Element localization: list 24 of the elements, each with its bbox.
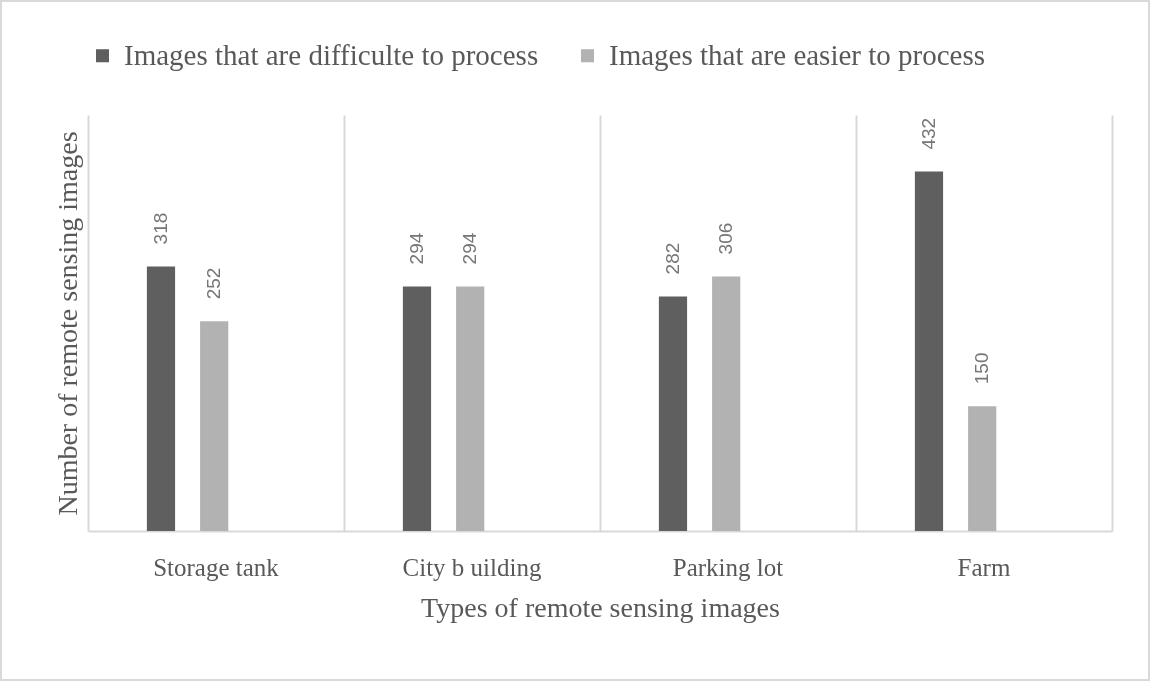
data-label: 150	[971, 352, 993, 385]
bar	[914, 171, 944, 531]
x-tick-label: City b uilding	[402, 553, 542, 581]
x-tick-label: Parking lot	[672, 553, 784, 581]
data-label: 282	[661, 242, 683, 275]
y-axis-title: Number of remote sensing images	[51, 131, 83, 516]
x-tick-label: Storage tank	[153, 553, 280, 581]
bar	[146, 266, 176, 531]
bar	[712, 276, 741, 531]
bar	[658, 296, 688, 531]
data-label: 294	[405, 232, 427, 265]
x-tick-label: Farm	[957, 553, 1011, 581]
data-label: 318	[149, 212, 171, 245]
legend-label: Images that are easier to process	[609, 38, 986, 71]
bar	[456, 286, 485, 531]
data-label: 432	[917, 117, 939, 150]
legend-label: Images that are difficulte to process	[124, 38, 539, 71]
x-axis-title: Types of remote sensing images	[421, 591, 780, 623]
bar	[968, 406, 997, 531]
bar	[402, 286, 432, 531]
data-label: 294	[459, 232, 481, 265]
data-label: 306	[715, 222, 737, 255]
data-label: 252	[203, 267, 225, 300]
bar	[200, 321, 229, 531]
